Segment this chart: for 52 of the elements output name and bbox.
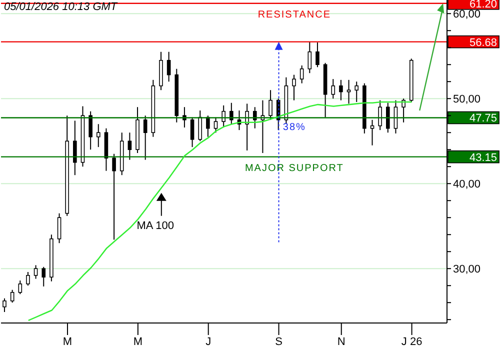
- candlestick: [2, 298, 6, 312]
- candlestick: [42, 266, 46, 287]
- x-tick-label: J 26: [401, 336, 422, 348]
- candlestick: [34, 264, 38, 280]
- candlestick: [96, 124, 100, 148]
- candlestick: [386, 102, 390, 134]
- x-tick-label: M: [133, 336, 143, 348]
- candlestick: [206, 115, 210, 138]
- x-tick-label: S: [275, 336, 282, 348]
- candlestick: [331, 78, 336, 100]
- candlestick: [378, 100, 382, 131]
- candlestick: [190, 116, 194, 148]
- annotation: RESISTANCE: [258, 9, 332, 20]
- candlestick: [300, 64, 304, 84]
- candlestick: [316, 42, 320, 68]
- candlestick: [143, 115, 148, 160]
- candlestick: [354, 81, 359, 102]
- candlestick: [308, 41, 312, 74]
- candlestick: [370, 119, 374, 146]
- series-label: MA 100: [136, 220, 174, 232]
- candlestick: [268, 90, 272, 120]
- candlestick: [57, 212, 62, 244]
- candlestick: [18, 280, 22, 295]
- x-tick-label: N: [337, 336, 346, 348]
- candlestick: [10, 289, 14, 304]
- ref-line-label: 61.20: [469, 0, 497, 10]
- candlestick: [166, 51, 171, 82]
- x-tick-label: J: [206, 336, 212, 348]
- annotation: 05/01/2026 10:13 GMT: [4, 1, 118, 13]
- x-tick-label: M: [62, 336, 72, 348]
- y-tick-label: 30,00: [453, 264, 481, 276]
- candlestick: [88, 110, 92, 150]
- candlestick: [26, 272, 30, 286]
- candlestick: [73, 120, 77, 176]
- candlestick: [128, 132, 132, 160]
- candlestick: [402, 98, 406, 123]
- annotation: MAJOR SUPPORT: [244, 162, 344, 174]
- ref-line-label: 56.68: [469, 36, 497, 49]
- candlestick: [214, 116, 218, 134]
- candlestick: [292, 74, 296, 101]
- y-tick-label: 50,00: [453, 94, 481, 106]
- y-tick-label: 60,00: [453, 8, 481, 21]
- candlestick: [112, 153, 116, 240]
- annotation: 38%: [282, 122, 306, 133]
- line-series: [28, 101, 412, 322]
- ref-line-label: 43.15: [469, 152, 497, 164]
- candlestick: [198, 110, 202, 142]
- ref-line-label: 47.75: [469, 112, 497, 125]
- candlestick: [339, 79, 343, 101]
- candlestick: [346, 79, 351, 104]
- y-tick-label: 40,00: [453, 178, 481, 191]
- candlestick: [222, 104, 226, 128]
